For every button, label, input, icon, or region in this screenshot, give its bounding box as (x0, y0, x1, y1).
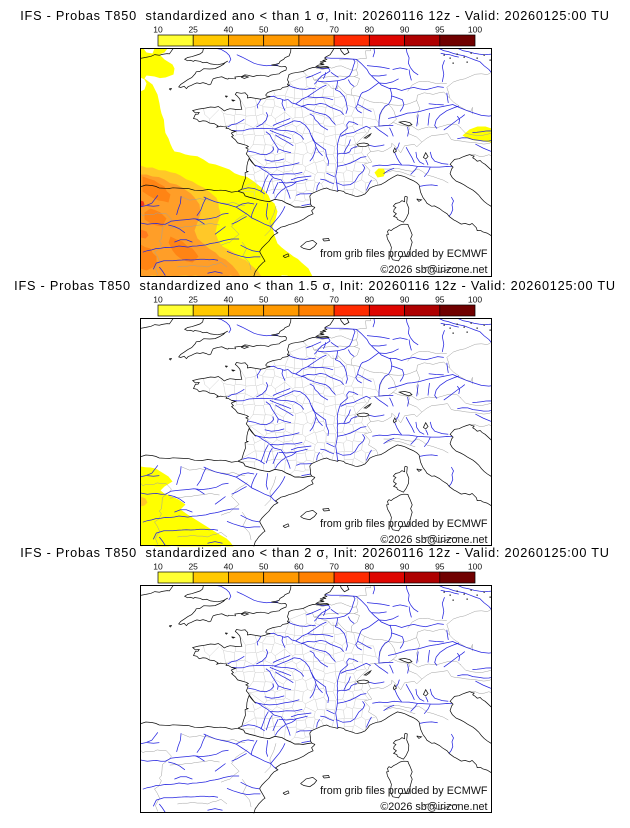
svg-text:from grib files provided by EC: from grib files provided by ECMWF (320, 518, 488, 530)
svg-text:from grib files provided by EC: from grib files provided by ECMWF (320, 785, 488, 797)
svg-text:IFS - Probas T850 standardize: IFS - Probas T850 standardized ano < tha… (20, 546, 610, 560)
svg-text:IFS - Probas T850 standardize: IFS - Probas T850 standardized ano < tha… (14, 279, 616, 293)
svg-text:IFS - Probas T850 standardize: IFS - Probas T850 standardized ano < tha… (20, 9, 610, 23)
svg-text:from grib files provided by EC: from grib files provided by ECMWF (320, 248, 488, 260)
